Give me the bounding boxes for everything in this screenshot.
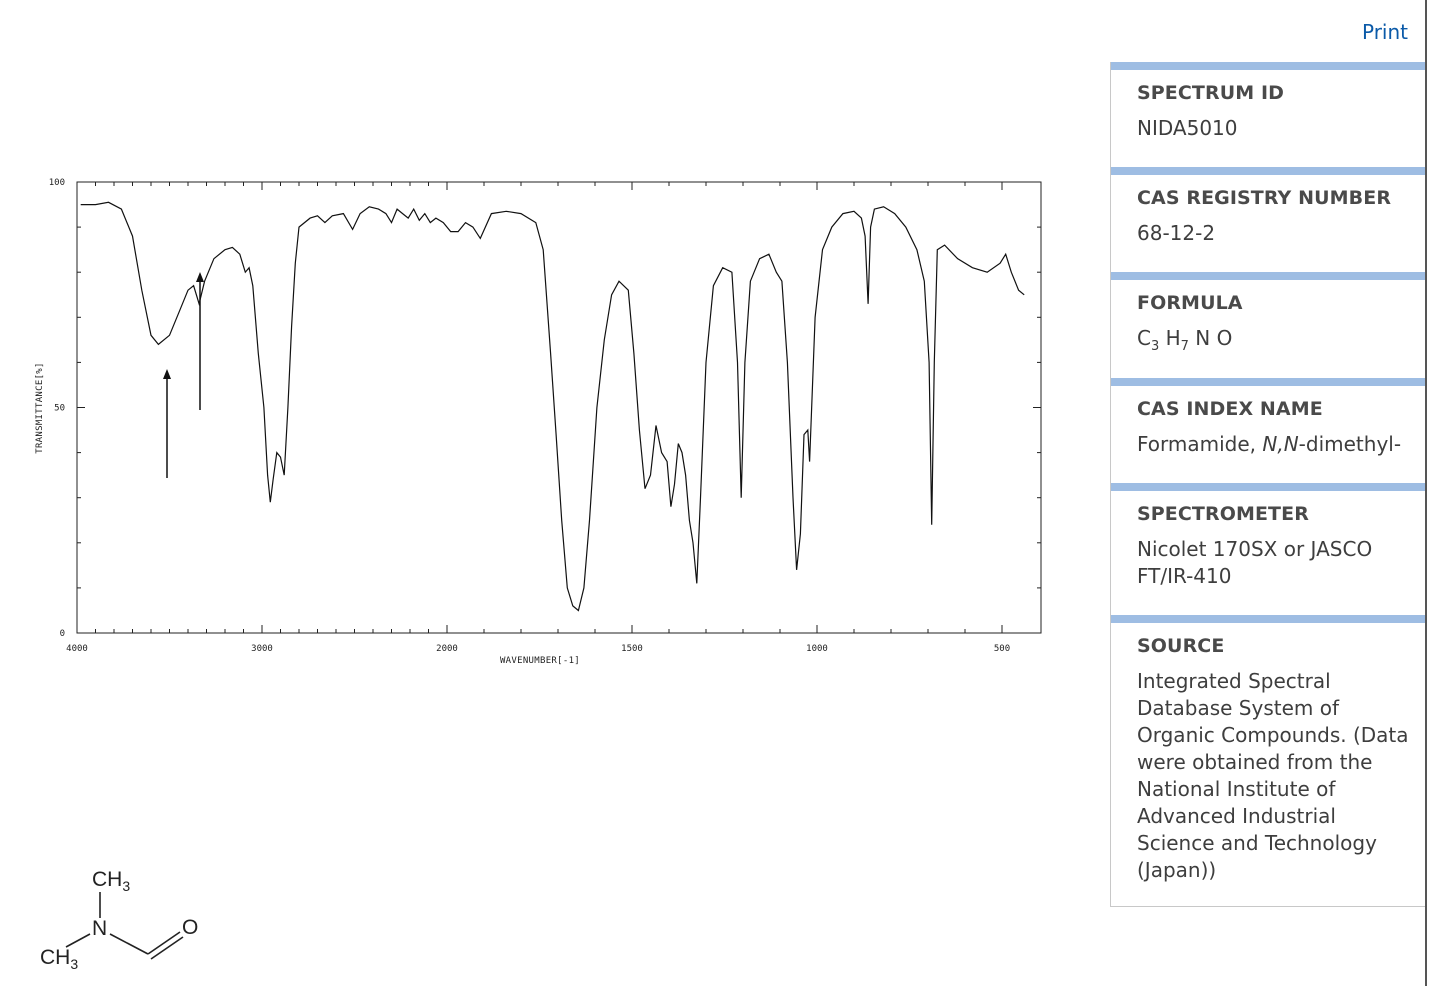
section-divider — [1111, 378, 1427, 386]
x-tick-label: 2000 — [436, 644, 458, 654]
y-tick-label: 50 — [54, 404, 65, 414]
bond-carbonyl-double-a — [147, 931, 181, 955]
cas-registry-value: 68-12-2 — [1137, 221, 1216, 245]
section-divider — [1111, 615, 1427, 623]
x-axis-title: WAVENUMBER[-1] — [500, 656, 580, 666]
panel-section-cas-index-name: CAS INDEX NAME Formamide, N,N-dimethyl- — [1111, 378, 1427, 483]
bond-carbonyl-double-b — [150, 936, 184, 960]
x-tick-label: 1500 — [621, 644, 643, 654]
spectrum-id-value: NIDA5010 — [1137, 116, 1238, 140]
spectrum-id-label: SPECTRUM ID — [1137, 82, 1285, 104]
bond-n-carbonyl — [109, 933, 149, 955]
cas-registry-label: CAS REGISTRY NUMBER — [1137, 187, 1392, 209]
y-tick-label: 100 — [49, 178, 65, 188]
formula-value: C3 H7 N O — [1137, 325, 1409, 360]
oxygen-text: O — [182, 916, 198, 939]
annotation-arrows — [163, 272, 204, 478]
chart-tick-labels: 4000 3000 2000 1500 1000 500 0 50 100 — [49, 178, 1010, 654]
x-tick-label: 4000 — [66, 644, 88, 654]
section-divider — [1111, 483, 1427, 491]
section-divider — [1111, 167, 1427, 175]
cas-index-name-label: CAS INDEX NAME — [1137, 398, 1323, 420]
cas-index-name-italic: N,N — [1262, 432, 1299, 456]
section-divider — [1111, 272, 1427, 280]
panel-section-source: SOURCE Integrated Spectral Database Syst… — [1111, 615, 1427, 907]
cas-index-name-value: Formamide, N,N-dimethyl- — [1137, 431, 1409, 458]
annotation-arrowhead-2 — [196, 272, 204, 282]
annotation-arrowhead-1 — [163, 369, 171, 379]
spectrum-line — [80, 201, 1025, 612]
section-divider — [1111, 62, 1427, 70]
formula-c-count: 3 — [1150, 339, 1160, 354]
methyl-top-text: CH3 — [92, 868, 130, 894]
panel-section-cas-registry: CAS REGISTRY NUMBER 68-12-2 — [1111, 167, 1427, 272]
spectrometer-label: SPECTROMETER — [1137, 503, 1309, 525]
x-tick-label: 3000 — [251, 644, 273, 654]
spectrometer-value: Nicolet 170SX or JASCO FT/IR-410 — [1137, 537, 1373, 588]
bond-n-methyl-left — [65, 933, 91, 948]
panel-section-spectrum-id: SPECTRUM ID NIDA5010 — [1111, 62, 1427, 167]
x-tick-label: 500 — [994, 644, 1010, 654]
cas-index-name-suffix: -dimethyl- — [1298, 432, 1402, 456]
chart-axes — [76, 181, 1042, 634]
plot-frame — [76, 181, 1042, 634]
formula-label: FORMULA — [1137, 292, 1243, 314]
y-axis-title: TRANSMITTANCE[%] — [35, 362, 45, 454]
ir-spectrum-chart: 4000 3000 2000 1500 1000 500 0 50 100 WAVENUMBER… — [35, 178, 1042, 666]
y-tick-label: 0 — [60, 629, 65, 639]
page-right-rule — [1425, 0, 1427, 986]
panel-section-spectrometer: SPECTROMETER Nicolet 170SX or JASCO FT/I… — [1111, 483, 1427, 615]
source-label: SOURCE — [1137, 635, 1225, 657]
methyl-left-text: CH3 — [40, 946, 78, 972]
formula-c: C — [1137, 326, 1151, 350]
formula-h-count: 7 — [1180, 339, 1189, 354]
panel-section-formula: FORMULA C3 H7 N O — [1111, 272, 1427, 378]
print-link[interactable]: Print — [1362, 20, 1409, 44]
formula-h: H — [1165, 326, 1181, 350]
structure-diagram: CH3 N CH3 O — [40, 868, 198, 972]
x-tick-label: 1000 — [806, 644, 828, 654]
nitrogen-text: N — [92, 917, 107, 940]
cas-index-name-prefix: Formamide, — [1137, 432, 1263, 456]
spectrum-info-panel: SPECTRUM ID NIDA5010 CAS REGISTRY NUMBER… — [1110, 62, 1427, 907]
source-value: Integrated Spectral Database System of O… — [1137, 669, 1409, 882]
formula-no: N O — [1195, 326, 1233, 350]
